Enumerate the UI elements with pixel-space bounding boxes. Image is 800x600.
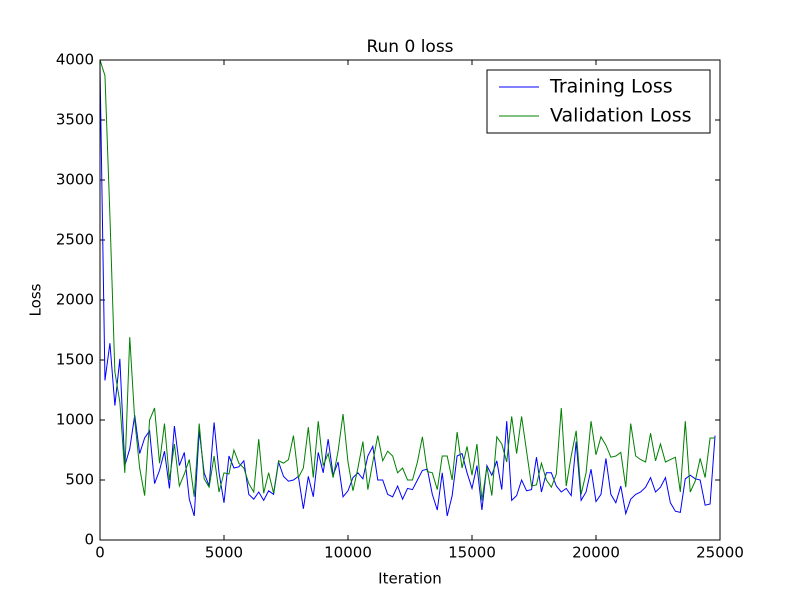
y-tick-label: 3000 [56,171,94,189]
y-axis-label: Loss [27,283,45,316]
x-tick-label: 5000 [205,544,243,562]
legend-label: Training Loss [549,76,673,98]
y-tick-label: 2500 [56,231,94,249]
x-axis-label: Iteration [378,570,442,588]
y-tick-label: 500 [65,471,94,489]
x-tick-label: 0 [95,544,105,562]
x-tick-label: 10000 [324,544,372,562]
y-tick-label: 4000 [56,51,94,69]
legend-box [486,69,711,134]
x-tick-label: 15000 [448,544,496,562]
y-tick-label: 3500 [56,111,94,129]
line-series [99,59,716,501]
y-tick-label: 0 [84,531,94,549]
legend-label: Validation Loss [550,105,692,127]
legend: Training Loss Validation Loss [486,69,711,134]
y-tick-label: 2000 [56,291,94,309]
y-tick-label: 1500 [56,351,94,369]
plot-frame [99,59,721,541]
y-tick-label: 1000 [56,411,94,429]
chart-title: Run 0 loss [366,37,453,57]
x-tick-label: 20000 [572,544,620,562]
x-tick-label: 25000 [696,544,744,562]
